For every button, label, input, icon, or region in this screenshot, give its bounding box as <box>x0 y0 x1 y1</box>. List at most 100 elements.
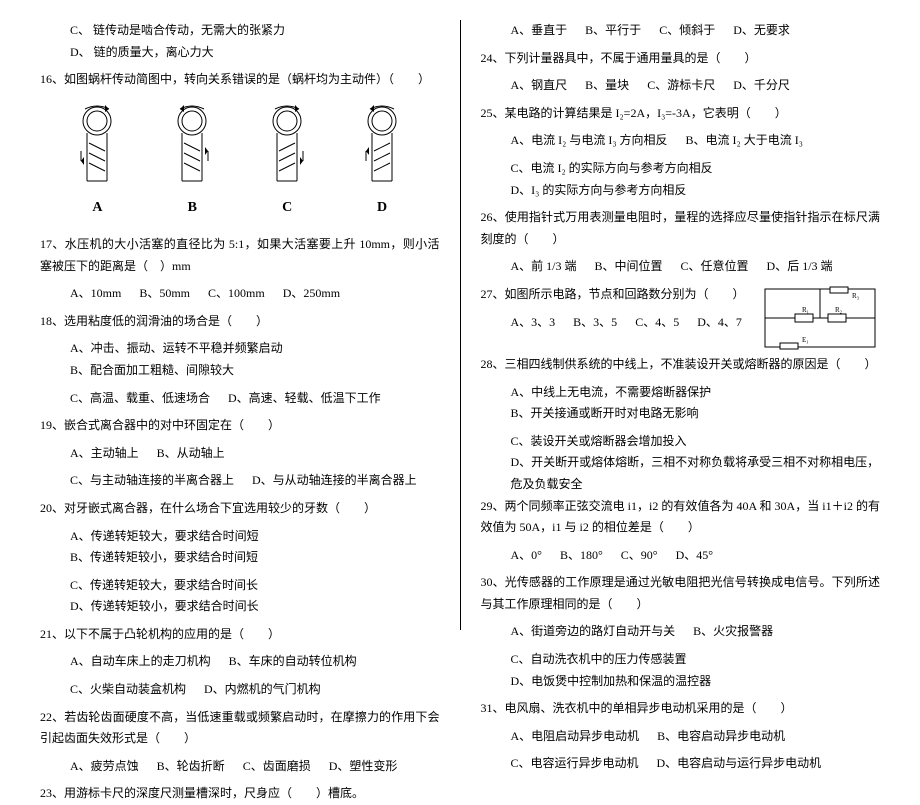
q30a: A、街道旁边的路灯自动开与关 <box>511 621 676 643</box>
q20d: D、传递转矩较小，要求结合时间长 <box>70 596 259 618</box>
q29: 29、两个同频率正弦交流电 i1，i2 的有效值各为 40A 和 30A，当 i… <box>481 496 881 539</box>
q23a: A、垂直于 <box>511 20 568 42</box>
q17: 17、水压机的大小活塞的直径比为 5:1，如果大活塞要上升 10mm，则小活塞被… <box>40 234 440 277</box>
q19d: D、与从动轴连接的半离合器上 <box>252 470 417 492</box>
q26c: C、任意位置 <box>681 256 749 278</box>
q19b: B、从动轴上 <box>157 443 225 465</box>
q17c: C、100mm <box>208 283 265 305</box>
q16-diagrams: A B <box>40 101 440 220</box>
q18-opts-cd: C、高温、载重、低速场合 D、高速、轻载、低温下工作 <box>40 388 440 410</box>
q18d: D、高速、轻载、低温下工作 <box>228 388 381 410</box>
q18: 18、选用粘度低的润滑油的场合是（ ） <box>40 311 440 333</box>
q30: 30、光传感器的工作原理是通过光敏电阻把光信号转换成电信号。下列所述与其工作原理… <box>481 572 881 615</box>
q18b: B、配合面加工粗糙、间隙较大 <box>70 360 234 382</box>
q31-opts-ab: A、电阻启动异步电动机 B、电容启动异步电动机 <box>481 726 881 748</box>
q25b: B、电流 I₂ 大于电流 I₃ <box>686 130 803 152</box>
svg-text:R₁: R₁ <box>802 306 809 314</box>
q28-opts-ab: A、中线上无电流，不需要熔断器保护 B、开关接通或断开时对电路无影响 <box>481 382 881 425</box>
q29b: B、180° <box>560 545 603 567</box>
q29a: A、0° <box>511 545 542 567</box>
q25d: D、I₃ 的实际方向与参考方向相反 <box>511 180 687 202</box>
q21: 21、以下不属于凸轮机构的应用的是（ ） <box>40 624 440 646</box>
q22d: D、塑性变形 <box>329 756 398 778</box>
q31d: D、电容启动与运行异步电动机 <box>657 753 822 775</box>
q30-opts-ab: A、街道旁边的路灯自动开与关 B、火灾报警器 <box>481 621 881 643</box>
q30c: C、自动洗衣机中的压力传感装置 <box>511 649 687 671</box>
q24-opts: A、钢直尺 B、量块 C、游标卡尺 D、千分尺 <box>481 75 881 97</box>
q21a: A、自动车床上的走刀机构 <box>70 651 211 673</box>
q29-opts: A、0° B、180° C、90° D、45° <box>481 545 881 567</box>
q18-opts-ab: A、冲击、振动、运转不平稳并频繁启动 B、配合面加工粗糙、间隙较大 <box>40 338 440 381</box>
q22c: C、齿面磨损 <box>243 756 311 778</box>
svg-text:R₃: R₃ <box>852 292 860 300</box>
worm-gear-icon <box>162 101 222 191</box>
q30b: B、火灾报警器 <box>693 621 773 643</box>
q15-opts-cd: C、 链传动是啮合传动，无需大的张紧力 D、 链的质量大，离心力大 <box>40 20 440 63</box>
q27c: C、4、5 <box>635 312 679 334</box>
circuit-diagram: R₁ R₂ R₃ E₁ <box>760 284 880 354</box>
q26: 26、使用指针式万用表测量电阻时，量程的选择应尽量使指针指示在标尺满刻度的（ ） <box>481 207 881 250</box>
q28d: D、开关断开或熔体熔断，三相不对称负载将承受三相不对称相电压，危及负载安全 <box>481 452 881 495</box>
q31: 31、电风扇、洗衣机中的单相异步电动机采用的是（ ） <box>481 698 881 720</box>
q26-opts: A、前 1/3 端 B、中间位置 C、任意位置 D、后 1/3 端 <box>481 256 881 278</box>
q18a: A、冲击、振动、运转不平稳并频繁启动 <box>70 338 283 360</box>
circuit-icon: R₁ R₂ R₃ E₁ <box>760 284 880 354</box>
q20-opts-ab: A、传递转矩较大，要求结合时间短 B、传递转矩较小，要求结合时间短 <box>40 526 440 569</box>
q19: 19、嵌合式离合器中的对中环固定在（ ） <box>40 415 440 437</box>
q26b: B、中间位置 <box>595 256 663 278</box>
q28b: B、开关接通或断开时对电路无影响 <box>511 403 699 425</box>
q31c: C、电容运行异步电动机 <box>511 753 639 775</box>
q25: 25、某电路的计算结果是 I₂=2A，I₃=-3A，它表明（ ） <box>481 103 881 125</box>
q25-opts-ab: A、电流 I₂ 与电流 I₃ 方向相反 B、电流 I₂ 大于电流 I₃ <box>481 130 881 152</box>
q27d: D、4、7 <box>697 312 742 334</box>
q25-opts-cd: C、电流 I₂ 的实际方向与参考方向相反 D、I₃ 的实际方向与参考方向相反 <box>481 158 881 201</box>
q21-opts-cd: C、火柴自动装盒机构 D、内燃机的气门机构 <box>40 679 440 701</box>
worm-gear-icon <box>67 101 127 191</box>
worm-gear-icon <box>257 101 317 191</box>
q20-opts-cd: C、传递转矩较大，要求结合时间长 D、传递转矩较小，要求结合时间长 <box>40 575 440 618</box>
q16: 16、如图蜗杆传动简图中，转向关系错误的是（蜗杆均为主动件）（ ） <box>40 69 440 91</box>
q27a: A、3、3 <box>511 312 556 334</box>
diagram-a-label: A <box>67 195 127 220</box>
diagram-a: A <box>67 101 127 220</box>
q29d: D、45° <box>676 545 713 567</box>
q31a: A、电阻启动异步电动机 <box>511 726 640 748</box>
q17-opts: A、10mm B、50mm C、100mm D、250mm <box>40 283 440 305</box>
q30-opts-cd: C、自动洗衣机中的压力传感装置 D、电饭煲中控制加热和保温的温控器 <box>481 649 881 692</box>
q24a: A、钢直尺 <box>511 75 568 97</box>
q30d: D、电饭煲中控制加热和保温的温控器 <box>511 671 712 693</box>
q23-opts: A、垂直于 B、平行于 C、倾斜于 D、无要求 <box>481 20 881 42</box>
diagram-c: C <box>257 101 317 220</box>
diagram-b: B <box>162 101 222 220</box>
q24: 24、下列计量器具中，不属于通用量具的是（ ） <box>481 48 881 70</box>
q27-row: R₁ R₂ R₃ E₁ 27、如图所示电路，节点和回路数分别为（ ） A、3、3… <box>481 284 881 354</box>
q21c: C、火柴自动装盒机构 <box>70 679 186 701</box>
q21d: D、内燃机的气门机构 <box>204 679 321 701</box>
right-column: A、垂直于 B、平行于 C、倾斜于 D、无要求 24、下列计量器具中，不属于通用… <box>461 20 891 630</box>
q25c: C、电流 I₂ 的实际方向与参考方向相反 <box>511 158 713 180</box>
q20c: C、传递转矩较大，要求结合时间长 <box>70 575 258 597</box>
diagram-b-label: B <box>162 195 222 220</box>
q23b: B、平行于 <box>585 20 641 42</box>
q19a: A、主动轴上 <box>70 443 139 465</box>
diagram-c-label: C <box>257 195 317 220</box>
q23c: C、倾斜于 <box>659 20 715 42</box>
q31b: B、电容启动异步电动机 <box>657 726 785 748</box>
q19-opts-ab: A、主动轴上 B、从动轴上 <box>40 443 440 465</box>
q23d: D、无要求 <box>733 20 790 42</box>
q31-opts-cd: C、电容运行异步电动机 D、电容启动与运行异步电动机 <box>481 753 881 775</box>
q25a: A、电流 I₂ 与电流 I₃ 方向相反 <box>511 130 668 152</box>
q18c: C、高温、载重、低速场合 <box>70 388 210 410</box>
q19c: C、与主动轴连接的半离合器上 <box>70 470 234 492</box>
worm-gear-icon <box>352 101 412 191</box>
q21-opts-ab: A、自动车床上的走刀机构 B、车床的自动转位机构 <box>40 651 440 673</box>
svg-text:E₁: E₁ <box>802 336 809 344</box>
q28c: C、装设开关或熔断器会增加投入 <box>481 431 881 453</box>
q22a: A、疲劳点蚀 <box>70 756 139 778</box>
q29c: C、90° <box>621 545 658 567</box>
q20b: B、传递转矩较小，要求结合时间短 <box>70 547 258 569</box>
q24c: C、游标卡尺 <box>647 75 715 97</box>
q17a: A、10mm <box>70 283 121 305</box>
svg-text:R₂: R₂ <box>835 306 843 314</box>
q28: 28、三相四线制供系统的中线上，不准装设开关或熔断器的原因是（ ） <box>481 354 881 376</box>
